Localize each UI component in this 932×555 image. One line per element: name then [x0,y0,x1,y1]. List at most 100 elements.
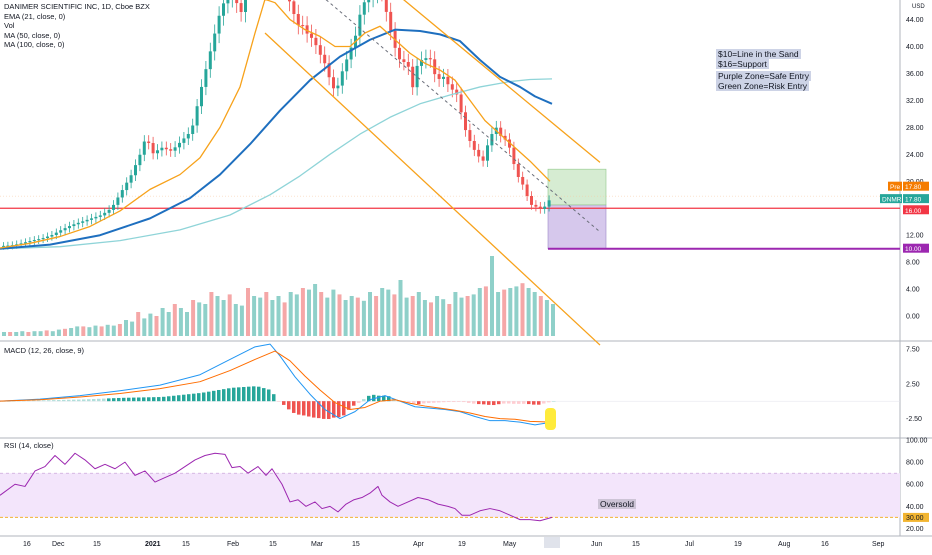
volume-bar [404,297,409,336]
candle-body [85,219,89,222]
ticker-label-bg [880,194,902,204]
volume-bar [246,288,250,336]
macd-histogram-bar [42,400,46,402]
volume-bar [538,296,543,336]
time-tick-label: 15 [269,541,277,548]
candle-body [244,0,247,12]
channel-lower [264,32,601,346]
macd-histogram-bar [267,389,271,402]
candle-body [508,139,511,148]
macd-histogram-bar [447,401,451,403]
candle-body [512,147,516,165]
candle-body [50,235,54,237]
macd-histogram-bar [357,401,361,403]
time-tick-label: May [503,541,517,548]
candle-body [204,69,208,87]
macd-histogram-bar [87,399,91,402]
candle-body [428,58,432,60]
candle-body [2,245,5,247]
note-line-in-sand: $10=Line in the Sand [716,49,801,59]
note-oversold: Oversold [598,499,637,509]
candle-body [6,245,10,247]
macd-histogram-bar [32,400,36,402]
volume-bar [14,332,19,336]
volume-bar [197,302,202,336]
candle-body [305,25,309,34]
rsi-title: RSI (14, close) [4,441,54,450]
macd-histogram-bar [517,401,521,404]
volume-bar [160,308,165,336]
macd-histogram-bar [312,401,316,418]
candle-body [24,242,27,244]
volume-bar [105,324,110,336]
volume-bar [87,327,92,336]
macd-histogram-bar [217,389,221,402]
candle-body [296,14,300,26]
macd-histogram-bar [102,398,106,402]
volume-bar [221,300,226,336]
volume-bar [313,284,318,336]
candle-body [103,212,107,216]
candle-body [134,165,137,176]
volume-bar [502,289,507,336]
macd-histogram-bar [372,394,376,402]
candle-body [54,232,58,236]
volume-bar [215,296,220,336]
note-purple-zone: Purple Zone=Safe Entry [716,71,811,81]
macd-histogram-bar [232,387,236,402]
macd-histogram-bar [412,401,416,404]
volume-bar [355,297,360,336]
macd-histogram-bar [367,395,371,402]
candle-body [98,215,102,217]
candle-body [173,147,177,151]
candle-body [191,125,195,134]
macd-histogram-bar [147,397,151,402]
time-tick-label: 16 [23,541,31,548]
macd-histogram-bar [57,399,61,402]
candle-body [200,86,203,107]
macd-histogram-bar [422,401,426,404]
candle-body [327,63,331,78]
price-tick-label: 4.00 [906,287,920,294]
volume-bar [477,288,482,336]
volume-bar [142,318,147,336]
volume-bar [307,289,311,336]
macd-histogram-bar [37,400,41,402]
macd-histogram-bar [272,394,276,402]
macd-histogram-bar [202,392,206,402]
volume-bar [459,297,464,336]
note-support: $16=Support [716,59,769,69]
volume-bar [325,297,330,336]
macd-histogram-bar [282,401,286,405]
candle-body [239,3,243,12]
candle-body [477,149,481,157]
macd-histogram-bar [477,401,481,405]
price-tick-label: 28.00 [906,125,924,132]
candle-body [446,76,450,85]
macd-histogram-bar [482,401,486,405]
pre-price-label: 17.80 [905,184,922,191]
macd-histogram-bar [512,401,516,404]
rsi-tick-label: 80.00 [906,460,924,467]
macd-histogram-bar [82,399,86,402]
time-tick-label: 15 [632,541,640,548]
candle-body [415,65,419,88]
volume-bar [465,296,470,336]
volume-bar [380,288,385,336]
time-tick-label: Jun [591,541,602,548]
volume-bar [124,320,128,336]
time-tick-label: 2021 [145,541,161,548]
volume-bar [331,289,336,336]
volume-bar [447,304,452,336]
macd-histogram-bar [27,400,31,402]
macd-histogram-bar [262,388,266,402]
volume-bar [136,312,141,336]
volume-bar [191,300,196,336]
macd-histogram-bar [137,397,141,402]
macd-histogram-bar [327,401,331,420]
candle-body [112,204,115,210]
note-green-zone: Green Zone=Risk Entry [716,81,810,91]
candle-body [349,47,353,60]
candle-body [358,14,362,36]
